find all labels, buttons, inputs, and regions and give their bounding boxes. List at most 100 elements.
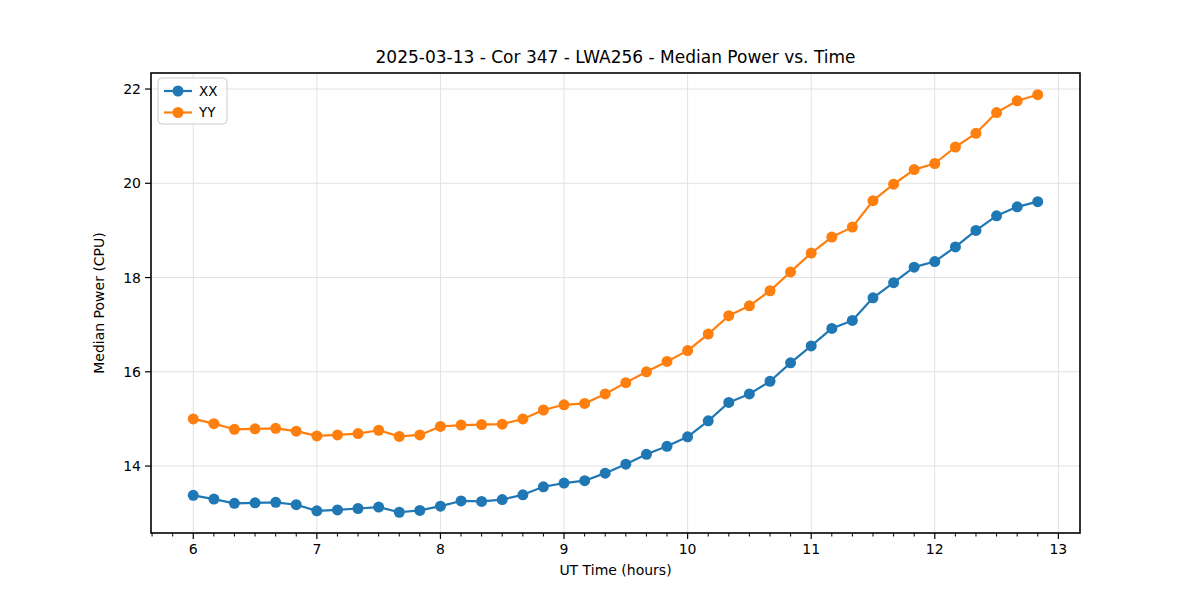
data-point-YY [1012,95,1023,106]
data-point-YY [600,388,611,399]
line-chart: 6789101112131416182022 XXYY 2025-03-13 -… [0,0,1200,600]
series-XX [188,196,1043,518]
data-point-XX [373,502,384,513]
x-tick-label: 11 [802,541,820,557]
data-point-YY [270,423,281,434]
x-tick-label: 8 [436,541,445,557]
data-point-XX [682,431,693,442]
figure: 6789101112131416182022 XXYY 2025-03-13 -… [0,0,1200,600]
data-point-XX [332,504,343,515]
x-tick-label: 9 [560,541,569,557]
data-point-YY [950,141,961,152]
data-point-YY [641,366,652,377]
data-point-XX [641,449,652,460]
x-tick-label: 10 [679,541,697,557]
data-point-XX [517,489,528,500]
data-point-XX [476,496,487,507]
data-point-XX [394,507,405,518]
data-point-YY [414,429,425,440]
axes-layer: 6789101112131416182022 [123,73,1080,557]
data-point-XX [991,210,1002,221]
data-point-YY [559,399,570,410]
data-point-YY [909,164,920,175]
data-point-XX [250,497,261,508]
data-point-XX [353,503,364,514]
data-point-XX [1012,201,1023,212]
x-tick-label: 7 [312,541,321,557]
data-point-XX [744,388,755,399]
data-point-XX [867,292,878,303]
data-point-YY [353,428,364,439]
data-point-YY [208,418,219,429]
data-point-YY [765,285,776,296]
data-point-YY [373,425,384,436]
legend-marker [173,107,184,118]
data-point-XX [826,323,837,334]
plot-border [151,73,1080,533]
data-point-YY [847,222,858,233]
data-point-XX [208,494,219,505]
data-point-YY [291,426,302,437]
data-point-XX [497,494,508,505]
data-point-XX [538,481,549,492]
data-point-XX [1032,196,1043,207]
data-point-YY [661,356,672,367]
data-point-YY [476,419,487,430]
data-point-YY [785,266,796,277]
data-point-XX [559,478,570,489]
data-point-XX [620,459,631,470]
data-point-XX [703,415,714,426]
data-point-YY [250,423,261,434]
legend-label-YY: YY [198,104,216,120]
y-tick-label: 20 [123,175,141,191]
data-point-YY [311,430,322,441]
data-point-XX [311,505,322,516]
data-point-YY [970,128,981,139]
data-point-YY [682,345,693,356]
data-point-YY [579,398,590,409]
data-point-YY [229,424,240,435]
data-point-XX [888,277,899,288]
x-tick-label: 12 [926,541,944,557]
data-point-YY [332,429,343,440]
y-tick-label: 16 [123,364,141,380]
data-point-XX [970,225,981,236]
data-point-YY [703,329,714,340]
data-point-YY [744,300,755,311]
data-point-YY [456,420,467,431]
y-axis-label: Median Power (CPU) [91,232,107,374]
data-point-XX [806,340,817,351]
data-point-XX [600,468,611,479]
data-point-YY [806,248,817,259]
series-layer [188,89,1043,518]
data-point-XX [929,256,940,267]
data-point-XX [785,357,796,368]
y-tick-label: 22 [123,81,141,97]
data-point-XX [909,262,920,273]
data-point-XX [291,499,302,510]
data-point-YY [497,419,508,430]
data-point-XX [456,495,467,506]
data-point-YY [188,413,199,424]
y-tick-label: 14 [123,458,141,474]
data-point-YY [394,431,405,442]
data-point-XX [414,505,425,516]
legend: XX YY [158,78,227,124]
y-tick-label: 18 [123,270,141,286]
data-point-YY [867,195,878,206]
data-point-YY [620,377,631,388]
data-point-YY [723,310,734,321]
data-point-XX [847,315,858,326]
data-point-XX [270,497,281,508]
legend-label-XX: XX [199,83,218,99]
data-point-YY [929,158,940,169]
data-point-XX [723,397,734,408]
data-point-YY [991,107,1002,118]
data-point-XX [765,376,776,387]
chart-title: 2025-03-13 - Cor 347 - LWA256 - Median P… [376,47,856,67]
grid-layer [151,73,1080,533]
x-axis-label: UT Time (hours) [559,562,671,578]
data-point-XX [579,475,590,486]
data-point-XX [435,501,446,512]
data-point-YY [517,413,528,424]
